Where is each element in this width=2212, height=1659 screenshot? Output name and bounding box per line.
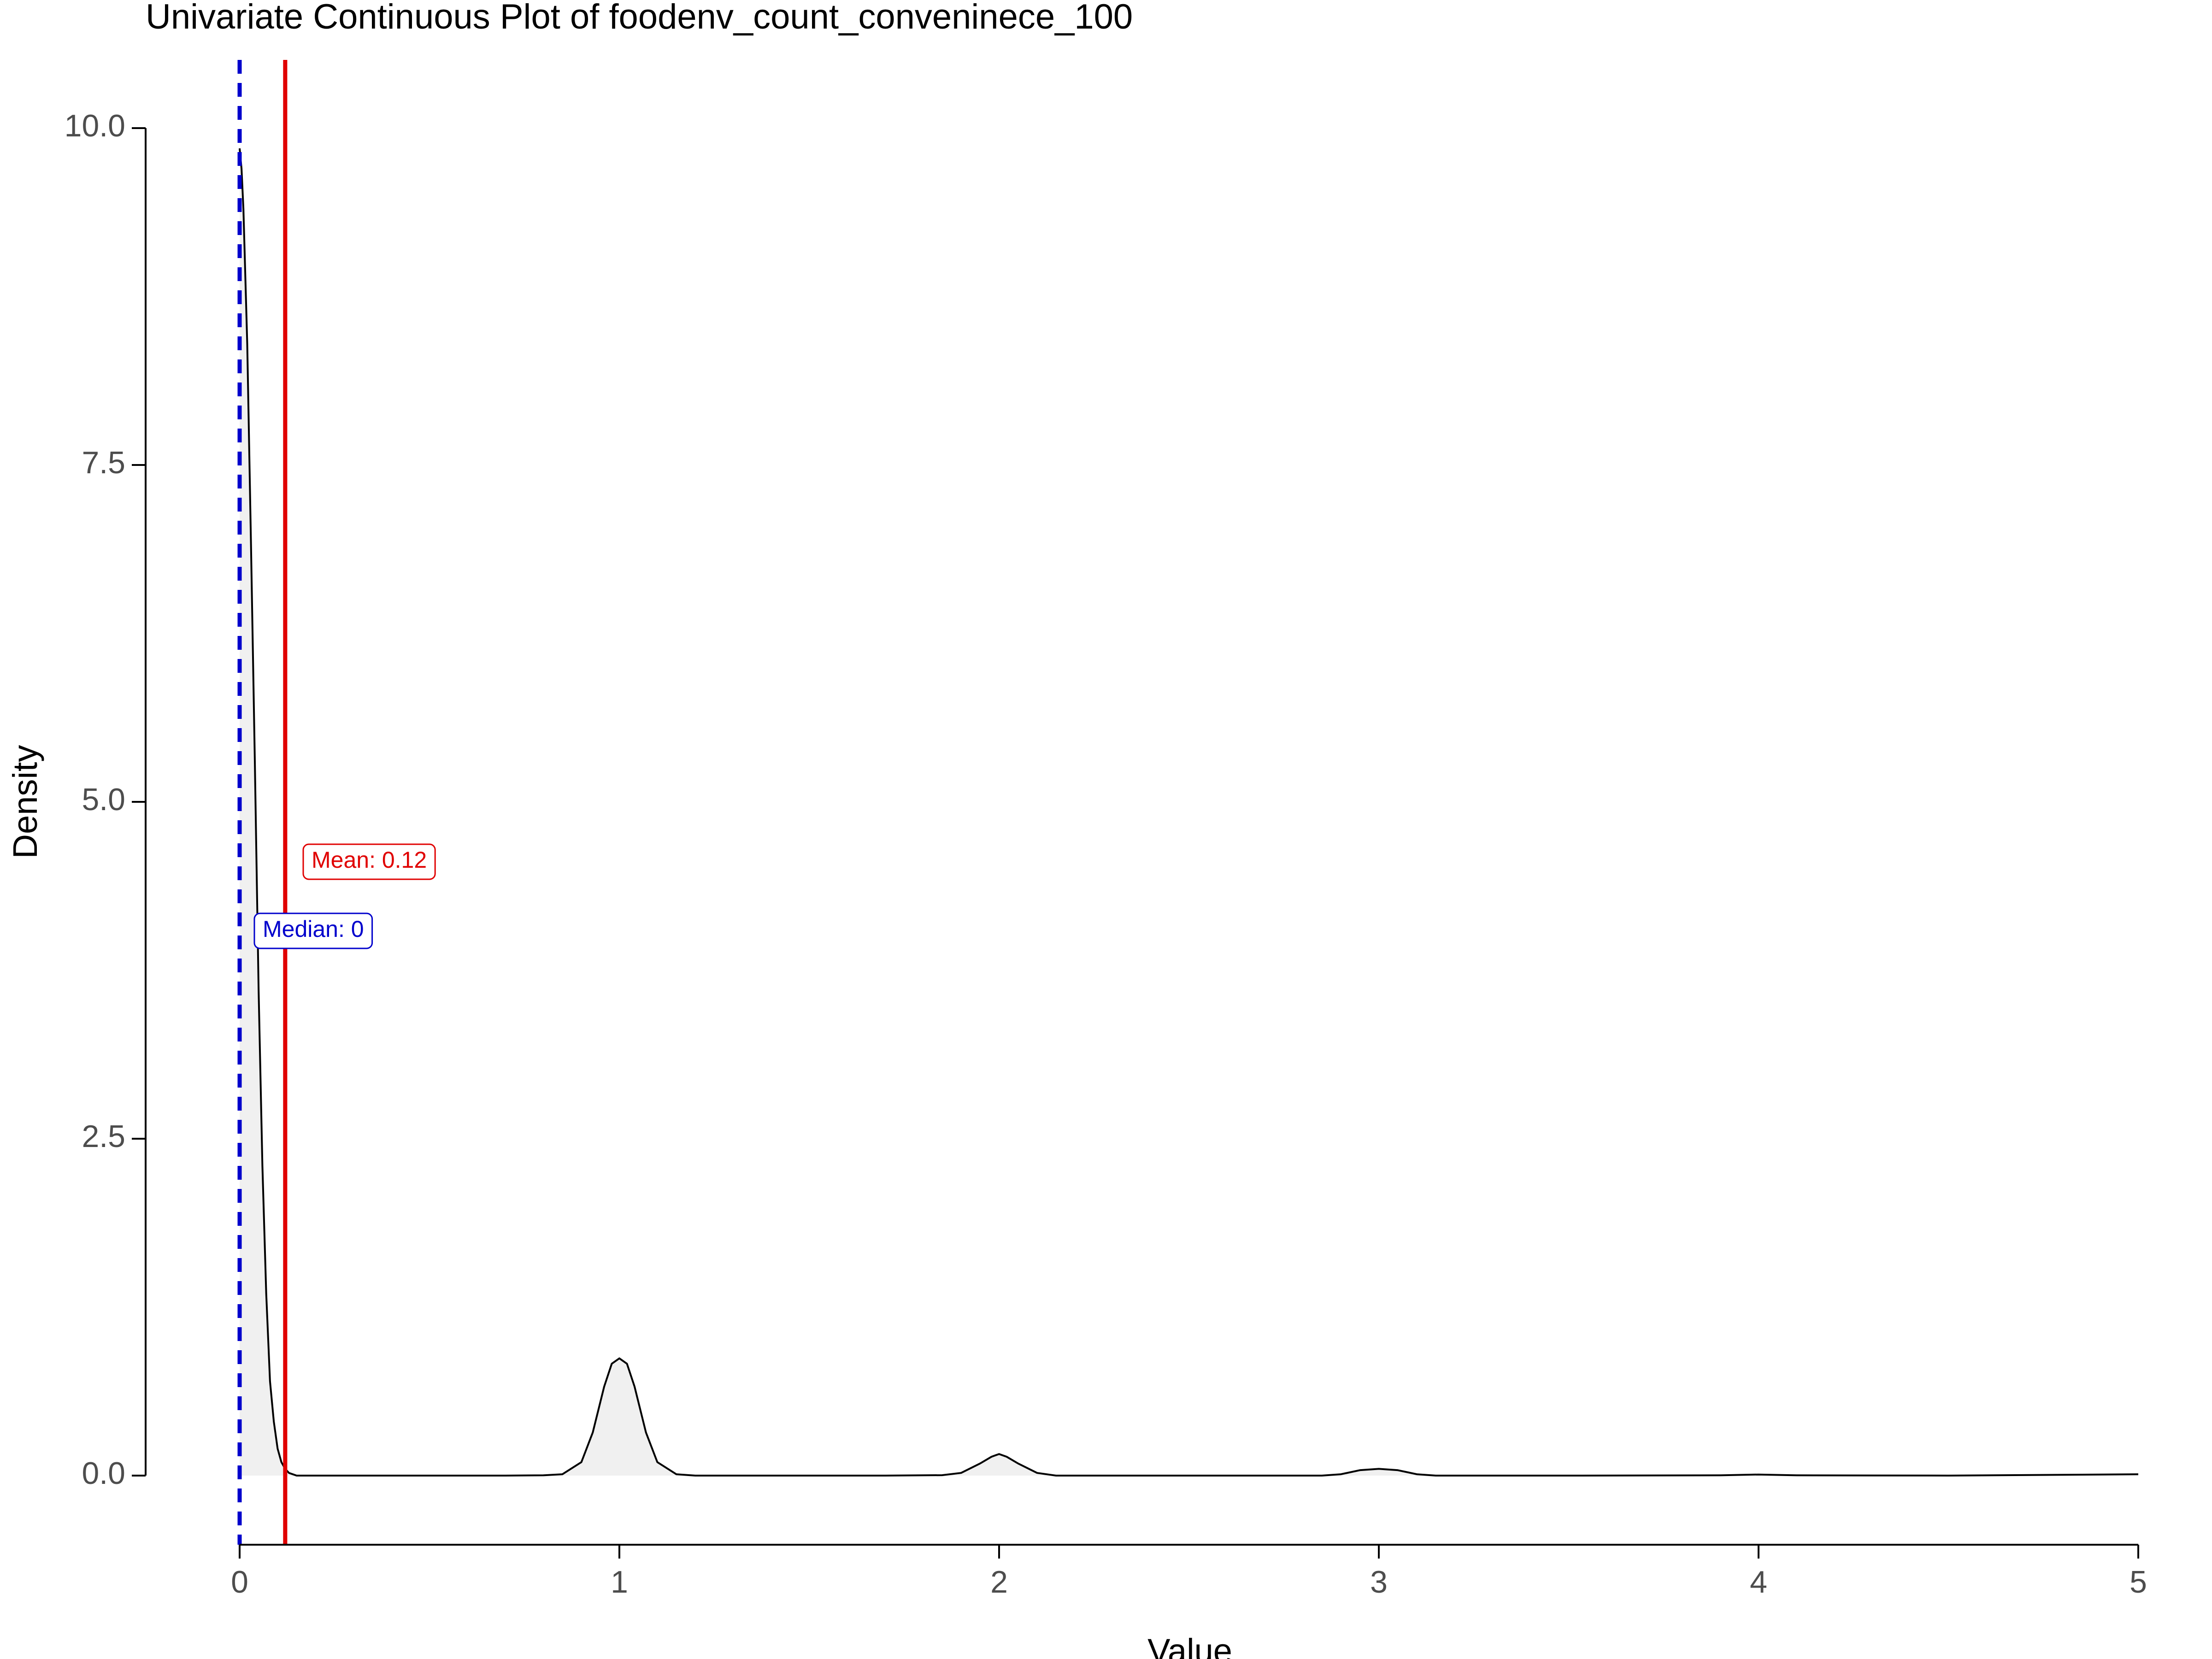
- x-tick-label: 0: [231, 1565, 248, 1600]
- x-tick-label: 1: [611, 1565, 628, 1600]
- mean-label-group: Mean: 0.12: [302, 843, 436, 880]
- median-label-box: [253, 912, 373, 949]
- y-tick-label: 5.0: [82, 782, 125, 817]
- density-area: [240, 148, 2138, 1476]
- y-tick-label: 7.5: [82, 445, 125, 480]
- x-axis-label: Value: [1147, 1632, 1232, 1659]
- axes: 0.0 2.5 5.0 7.5 10.0 0 1 2 3 4 5: [65, 108, 2147, 1600]
- x-tick-label: 4: [1750, 1565, 1767, 1600]
- plot-area: Mean: 0.12 Median: 0: [237, 60, 2139, 1545]
- mean-label-box: [302, 843, 436, 880]
- y-tick-label: 2.5: [82, 1119, 125, 1154]
- y-tick-label: 10.0: [65, 108, 125, 143]
- median-label-group: Median: 0: [253, 912, 373, 949]
- x-tick-label: 2: [990, 1565, 1008, 1600]
- chart-title: Univariate Continuous Plot of foodenv_co…: [146, 0, 1133, 36]
- y-tick-label: 0.0: [82, 1456, 125, 1491]
- x-tick-label: 3: [1370, 1565, 1388, 1600]
- mean-label: Mean: 0.12: [312, 847, 427, 873]
- x-tick-label: 5: [2130, 1565, 2147, 1600]
- y-axis-label: Density: [6, 745, 44, 859]
- density-line: [239, 148, 2139, 1477]
- median-label: Median: 0: [263, 916, 364, 942]
